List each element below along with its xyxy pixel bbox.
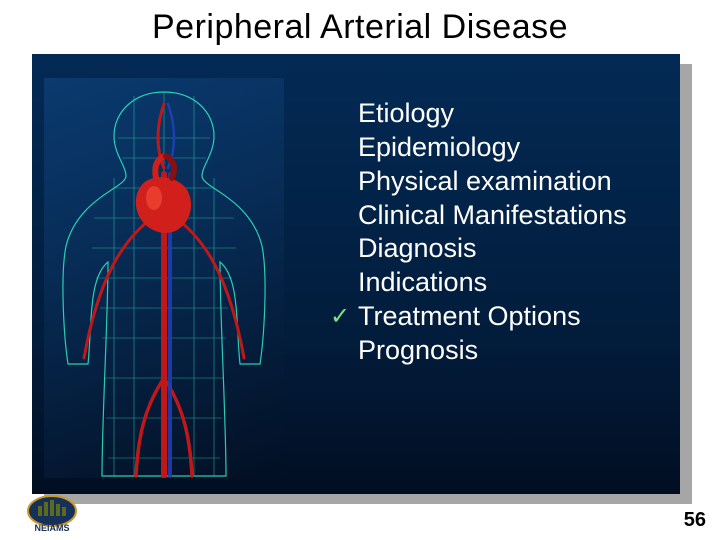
anatomy-illustration <box>44 78 284 478</box>
list-item: Etiology <box>330 98 690 130</box>
topic-list: Etiology Epidemiology Physical examinati… <box>330 98 690 369</box>
list-item: Indications <box>330 267 690 299</box>
check-icon <box>330 98 358 100</box>
list-item: Clinical Manifestations <box>330 200 690 232</box>
list-item: ✓ Treatment Options <box>330 301 690 333</box>
list-item-label: Indications <box>358 267 487 299</box>
list-item-label: Epidemiology <box>358 132 520 164</box>
slide-title: Peripheral Arterial Disease <box>0 0 720 47</box>
list-item-label: Treatment Options <box>358 301 581 333</box>
check-icon <box>330 335 358 337</box>
list-item: Epidemiology <box>330 132 690 164</box>
check-icon <box>330 200 358 202</box>
list-item: Physical examination <box>330 166 690 198</box>
list-item-label: Etiology <box>358 98 454 130</box>
list-item-label: Prognosis <box>358 335 478 367</box>
check-icon: ✓ <box>330 301 358 331</box>
logo-text: NEIAMS <box>34 523 69 533</box>
list-item-label: Clinical Manifestations <box>358 200 627 232</box>
footer-logo: NEIAMS <box>18 494 86 534</box>
list-item: Prognosis <box>330 335 690 367</box>
check-icon <box>330 233 358 235</box>
list-item: Diagnosis <box>330 233 690 265</box>
check-icon <box>330 166 358 168</box>
check-icon <box>330 267 358 269</box>
list-item-label: Physical examination <box>358 166 612 198</box>
list-item-label: Diagnosis <box>358 233 477 265</box>
page-number: 56 <box>684 509 706 532</box>
check-icon <box>330 132 358 134</box>
